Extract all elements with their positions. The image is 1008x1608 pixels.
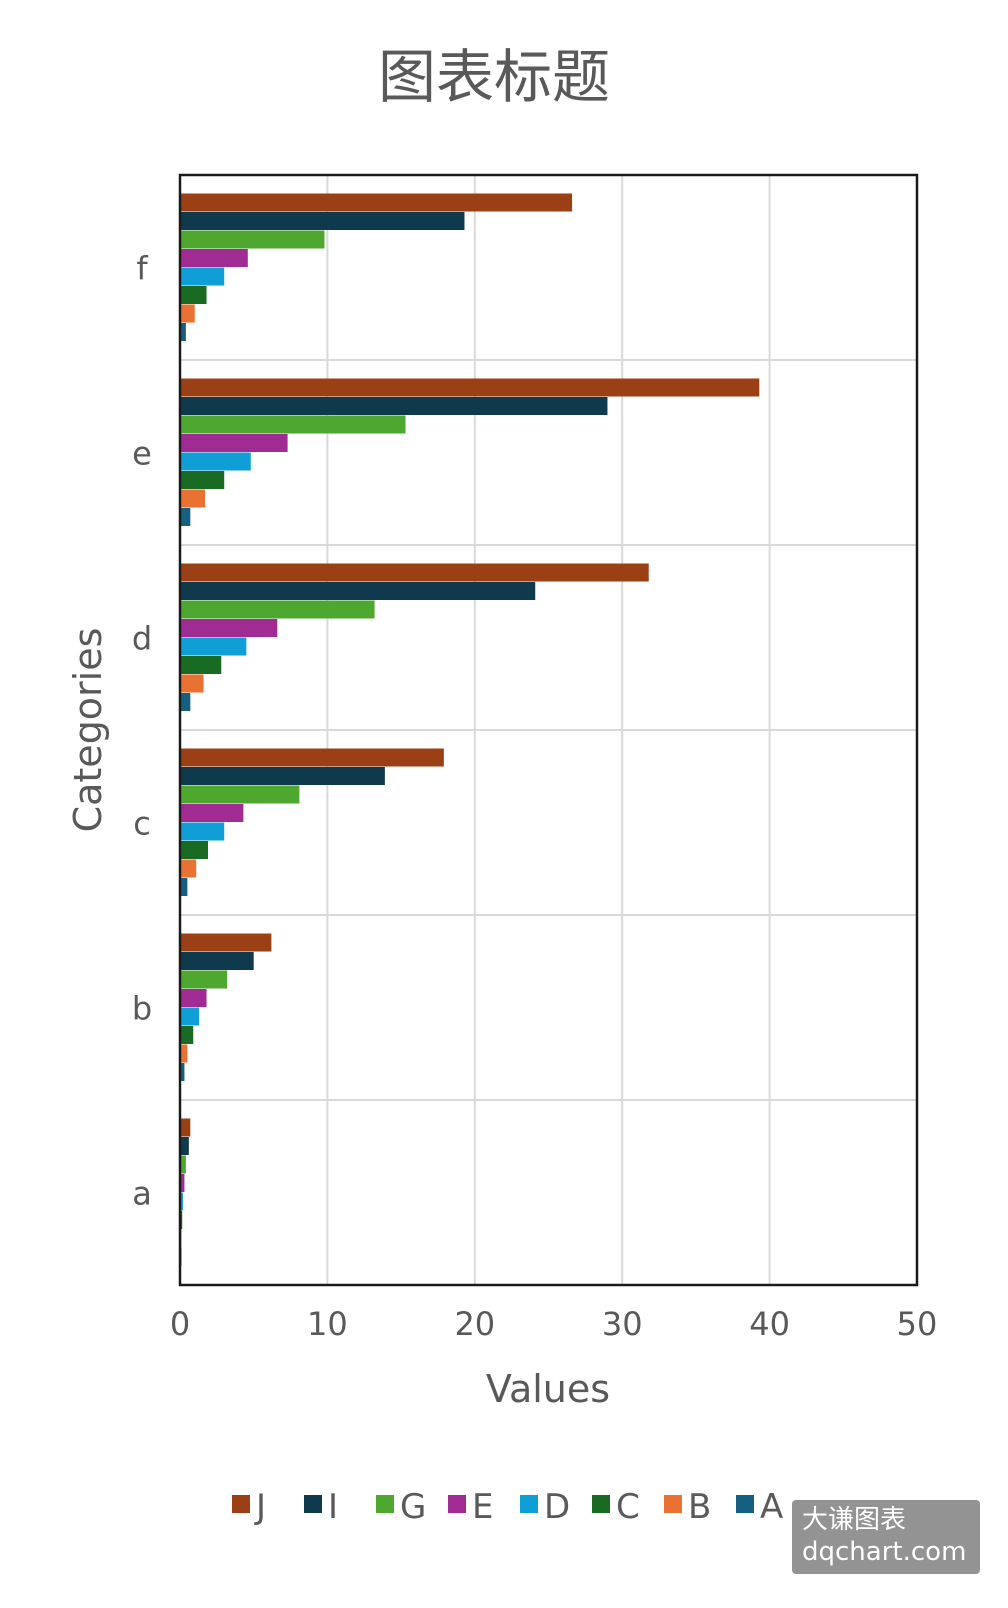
bar-C-d — [180, 656, 222, 674]
legend-item-C: C — [592, 1487, 640, 1527]
legend-label: E — [472, 1487, 493, 1527]
watermark: 大谦图表 dqchart.com — [792, 1500, 980, 1574]
bar-B-e — [180, 489, 206, 508]
legend-label: G — [400, 1487, 426, 1527]
legend-swatch — [736, 1495, 754, 1513]
legend-item-D: D — [520, 1487, 570, 1527]
legend-swatch — [448, 1495, 466, 1513]
bar-G-a — [180, 1155, 186, 1174]
bar-A-d — [180, 693, 191, 711]
y-axis-title: Categories — [66, 628, 110, 833]
bar-C-b — [180, 1026, 194, 1044]
bar-D-c — [180, 822, 225, 841]
x-tick-label: 40 — [749, 1305, 790, 1343]
x-tick-label: 10 — [307, 1305, 348, 1343]
bar-A-f — [180, 323, 186, 341]
bar-E-b — [180, 989, 207, 1007]
y-tick-label: b — [132, 990, 152, 1028]
legend-label: D — [544, 1487, 570, 1527]
bar-J-e — [180, 378, 760, 397]
watermark-line-2: dqchart.com — [802, 1537, 967, 1567]
y-tick-label: c — [133, 805, 151, 843]
x-tick-label: 30 — [602, 1305, 643, 1343]
legend-item-A: A — [736, 1487, 783, 1527]
bar-B-b — [180, 1044, 188, 1063]
bar-A-c — [180, 878, 188, 896]
bar-C-f — [180, 286, 207, 304]
bar-G-d — [180, 600, 375, 619]
legend-label: I — [328, 1487, 338, 1527]
chart-title: 图表标题 — [378, 43, 610, 111]
y-tick-label: a — [132, 1175, 152, 1213]
legend-label: B — [688, 1487, 711, 1527]
bar-I-f — [180, 212, 465, 230]
y-tick-label: d — [132, 620, 152, 658]
legend-swatch — [592, 1495, 610, 1513]
legend-label: A — [760, 1487, 783, 1527]
legend-swatch — [520, 1495, 538, 1513]
watermark-line-1: 大谦图表 — [802, 1505, 907, 1535]
bar-E-a — [180, 1174, 185, 1192]
legend-item-J: J — [232, 1487, 266, 1527]
bar-D-a — [180, 1192, 183, 1211]
legend-label: J — [254, 1487, 266, 1527]
bar-I-a — [180, 1137, 189, 1155]
bar-C-e — [180, 471, 225, 489]
y-tick-label: f — [136, 250, 148, 288]
legend-swatch — [664, 1495, 682, 1513]
x-tick-label: 0 — [170, 1305, 190, 1343]
x-axis-title: Values — [486, 1367, 610, 1411]
bar-J-a — [180, 1118, 191, 1137]
y-tick-label: e — [132, 435, 152, 473]
legend-item-E: E — [448, 1487, 493, 1527]
x-tick-label: 50 — [897, 1305, 938, 1343]
bar-J-f — [180, 193, 573, 212]
bar-E-c — [180, 804, 244, 822]
bar-J-c — [180, 748, 444, 767]
legend-item-I: I — [304, 1487, 338, 1527]
bar-I-b — [180, 952, 254, 970]
bar-I-d — [180, 582, 536, 600]
bar-E-f — [180, 249, 248, 267]
bar-G-b — [180, 970, 228, 989]
bar-E-d — [180, 619, 278, 637]
bar-B-c — [180, 859, 197, 878]
legend-item-G: G — [376, 1487, 426, 1527]
bar-A-e — [180, 508, 191, 526]
bar-G-f — [180, 230, 325, 249]
plot-border — [178, 173, 919, 1287]
bar-D-f — [180, 267, 225, 286]
gridlines — [180, 175, 917, 1285]
legend-swatch — [376, 1495, 394, 1513]
bar-J-b — [180, 933, 272, 952]
x-tick-label: 20 — [454, 1305, 495, 1343]
bar-J-d — [180, 563, 649, 582]
bar-I-e — [180, 397, 608, 415]
bar-G-c — [180, 785, 300, 804]
legend-label: C — [616, 1487, 640, 1527]
legend-item-B: B — [664, 1487, 711, 1527]
legend-swatch — [304, 1495, 322, 1513]
bar-A-b — [180, 1063, 185, 1081]
bar-D-e — [180, 452, 251, 471]
legend-swatch — [232, 1495, 250, 1513]
bar-C-c — [180, 841, 209, 859]
bar-G-e — [180, 415, 406, 434]
bar-E-e — [180, 434, 288, 452]
axes: 0 10 20 30 40 50 a b c d e f — [132, 173, 938, 1343]
bar-B-f — [180, 304, 195, 323]
bar-D-b — [180, 1007, 200, 1026]
bars — [180, 193, 760, 1266]
bar-I-c — [180, 767, 385, 785]
bar-B-d — [180, 674, 204, 693]
bar-D-d — [180, 637, 247, 656]
